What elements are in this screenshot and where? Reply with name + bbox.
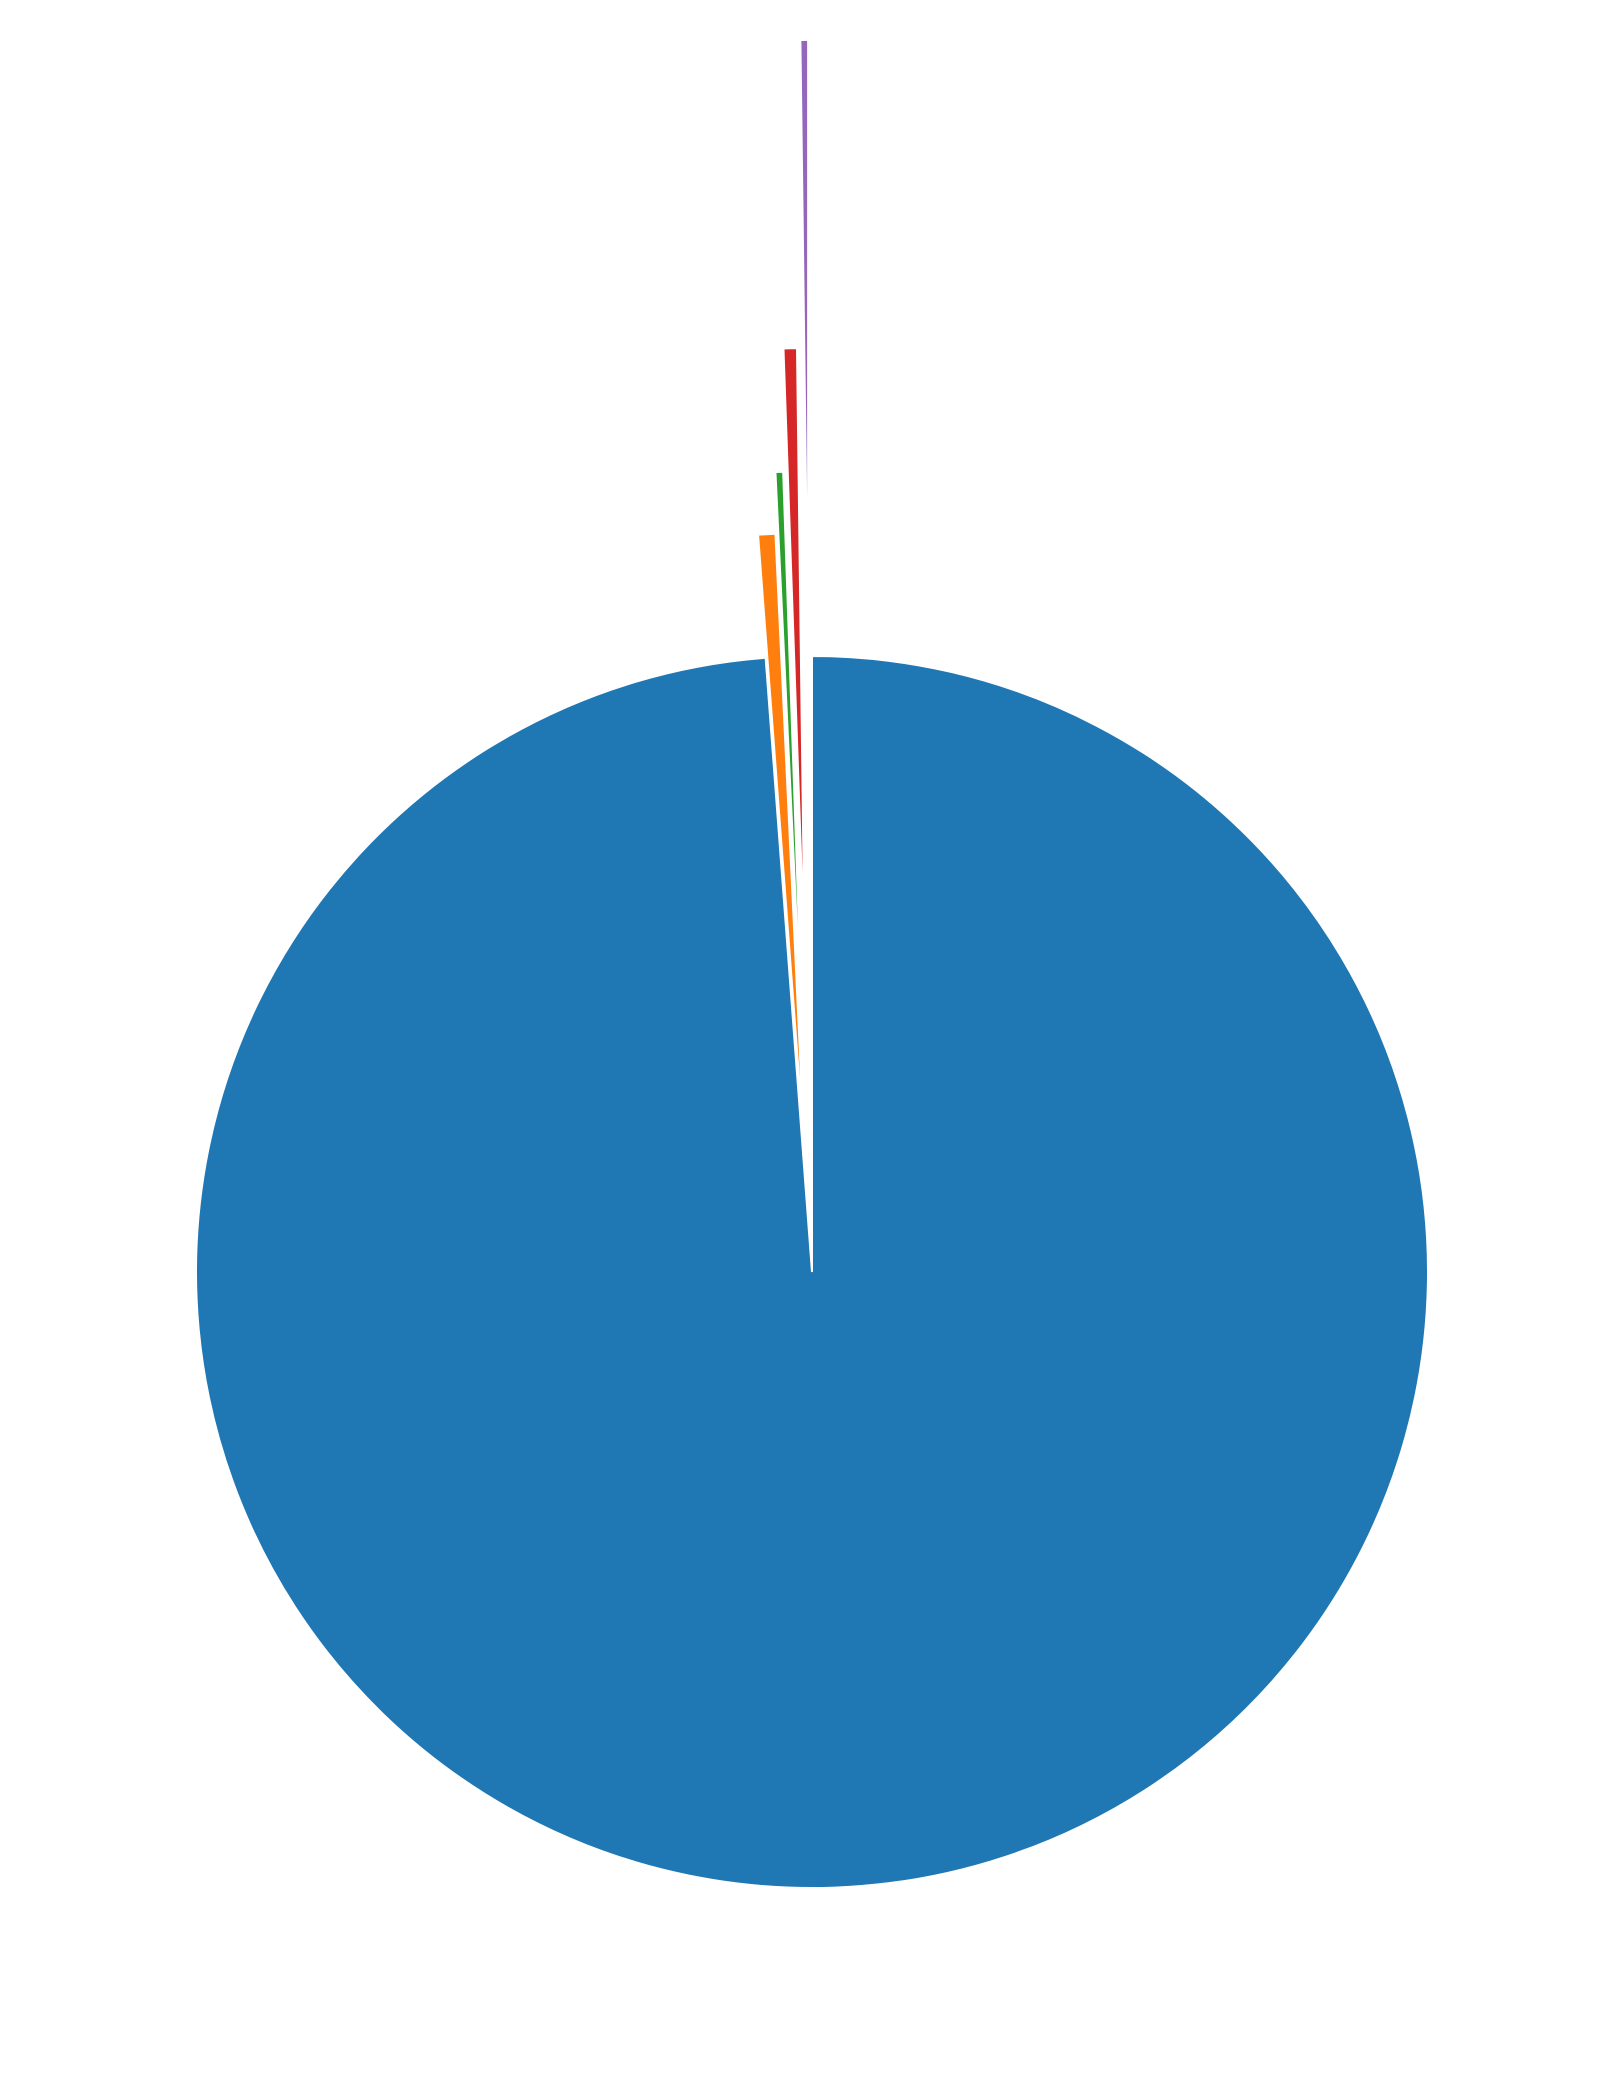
pie-slice-0 [196,656,1428,1888]
pie-slices [196,40,1428,1888]
pie-slice-4 [800,40,808,656]
